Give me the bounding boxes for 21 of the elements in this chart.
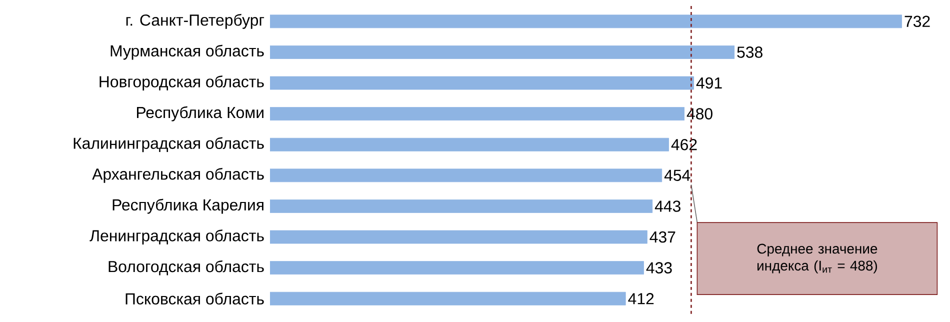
y-tick-label: Мурманская область	[110, 44, 264, 60]
data-label: 732	[904, 16, 930, 28]
y-tick-label: Архангельская область	[92, 168, 264, 183]
y-tick-label: Ленинградская область	[90, 230, 264, 245]
data-label: 412	[628, 293, 654, 304]
data-label: 454	[664, 170, 690, 181]
data-label: 491	[696, 77, 722, 89]
y-tick-label: Калининградская область	[74, 137, 264, 152]
y-tick-label: Псковская область	[126, 292, 264, 305]
data-label: 480	[686, 108, 712, 120]
y-tick-label: Новгородская область	[100, 76, 264, 91]
y-tick-label: Вологодская область	[108, 260, 264, 276]
annotation: Среднее значение индекса (I$_{ит}$ = 488)	[757, 244, 878, 274]
data-label: 538	[737, 46, 762, 58]
data-label: 433	[646, 262, 672, 274]
y-tick-label: Республика Карелия	[112, 198, 264, 214]
data-label: 443	[654, 200, 680, 212]
y-tick-label: г. Санкт-Петербург	[126, 14, 264, 29]
data-label: 437	[650, 231, 676, 243]
y-tick-label: Республика Коми	[137, 106, 264, 122]
data-label: 462	[671, 138, 697, 150]
